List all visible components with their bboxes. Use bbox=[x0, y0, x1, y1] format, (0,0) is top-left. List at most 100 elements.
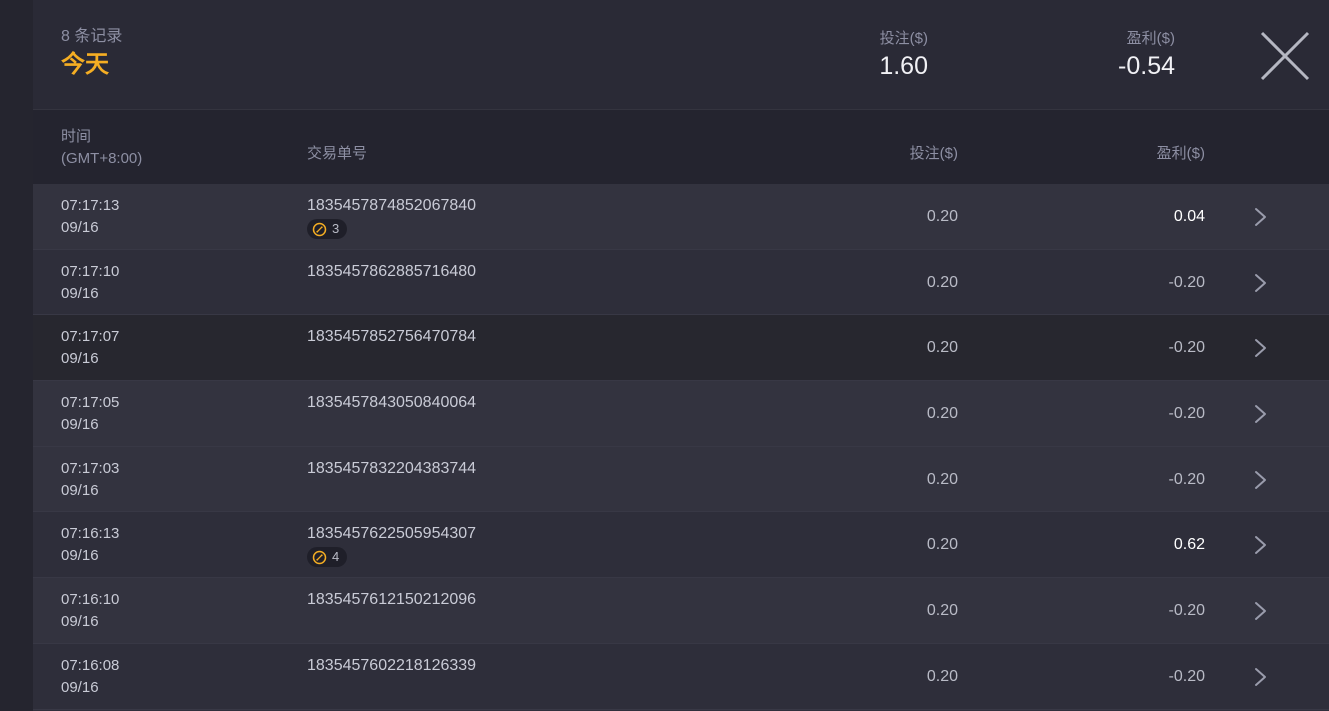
column-header-stake: 投注($) bbox=[909, 145, 958, 162]
summary-left-block: 8 条记录 今天 bbox=[61, 26, 122, 80]
cell-profit: -0.20 bbox=[1168, 602, 1205, 620]
cell-order-id: 1835457852756470784 bbox=[307, 328, 477, 346]
cell-order-id: 1835457622505954307 bbox=[307, 525, 477, 543]
cell-date-value: 09/16 bbox=[61, 547, 99, 565]
combo-badge: 4 bbox=[307, 547, 348, 568]
cell-time: 07:17:03 09/16 bbox=[61, 458, 119, 502]
cell-time: 07:17:10 09/16 bbox=[61, 261, 119, 305]
column-header-time: 时间 (GMT+8:00) bbox=[61, 126, 142, 170]
cell-time: 07:16:13 09/16 bbox=[61, 523, 119, 567]
column-header-row: 时间 (GMT+8:00) 交易单号 投注($) 盈利($) bbox=[33, 110, 1329, 184]
cell-time: 07:16:08 09/16 bbox=[61, 655, 119, 699]
bet-history-list: 07:17:13 09/16 1835457874852067840 3 0.20 0.0… bbox=[33, 184, 1329, 710]
cell-order-id: 1835457843050840064 bbox=[307, 394, 477, 412]
panel-body: 8 条记录 今天 投注($) 1.60 盈利($) -0.54 时间 bbox=[33, 0, 1329, 711]
cell-profit: 0.62 bbox=[1173, 536, 1205, 554]
table-row[interactable]: 07:17:05 09/16 1835457843050840064 0.20 -0.2… bbox=[33, 381, 1329, 447]
cell-time-value: 07:17:07 bbox=[61, 328, 120, 346]
cell-time: 07:17:13 09/16 bbox=[61, 195, 119, 239]
cell-stake: 0.20 bbox=[926, 339, 958, 357]
cell-date-value: 09/16 bbox=[61, 284, 99, 302]
chevron-right-icon[interactable] bbox=[1247, 401, 1273, 427]
cell-order: 1835457602218126339 bbox=[307, 655, 476, 677]
cell-time-value: 07:17:10 bbox=[61, 262, 120, 280]
table-row[interactable]: 07:17:03 09/16 1835457832204383744 0.20 -0.2… bbox=[33, 446, 1329, 513]
summary-profit-label: 盈利($) bbox=[1126, 30, 1175, 47]
cell-order-id: 1835457832204383744 bbox=[307, 459, 477, 477]
chevron-right-icon[interactable] bbox=[1247, 204, 1273, 230]
cell-order-id: 1835457862885716480 bbox=[307, 262, 477, 280]
cell-time-value: 07:16:10 bbox=[61, 591, 120, 609]
close-icon[interactable] bbox=[1257, 28, 1313, 84]
cell-profit: -0.20 bbox=[1168, 339, 1205, 357]
chevron-right-icon[interactable] bbox=[1247, 335, 1273, 361]
combo-coin-icon bbox=[312, 550, 327, 565]
combo-count-label: 3 bbox=[332, 221, 340, 236]
column-header-time-label: 时间 bbox=[61, 128, 92, 145]
table-row[interactable]: 07:16:13 09/16 1835457622505954307 4 0.20 0.6… bbox=[33, 512, 1329, 579]
cell-stake: 0.20 bbox=[926, 405, 958, 423]
combo-count-label: 4 bbox=[332, 549, 340, 565]
summary-profit: 盈利($) -0.54 bbox=[1118, 28, 1175, 82]
cell-profit: -0.20 bbox=[1168, 405, 1205, 423]
cell-order: 1835457612150212096 bbox=[307, 589, 476, 611]
cell-time: 07:16:10 09/16 bbox=[61, 589, 119, 633]
cell-stake: 0.20 bbox=[926, 470, 958, 488]
table-row[interactable]: 07:17:07 09/16 1835457852756470784 0.20 -0.2… bbox=[33, 315, 1329, 382]
record-count-label: 8 条记录 bbox=[61, 28, 123, 45]
cell-date-value: 09/16 bbox=[61, 481, 99, 499]
cell-stake: 0.20 bbox=[926, 273, 958, 291]
cell-order: 1835457874852067840 3 bbox=[307, 195, 476, 244]
cell-time: 07:17:05 09/16 bbox=[61, 392, 119, 436]
cell-order-id: 1835457874852067840 bbox=[307, 197, 477, 214]
summary-header: 8 条记录 今天 投注($) 1.60 盈利($) -0.54 bbox=[33, 0, 1329, 110]
cell-time: 07:17:07 09/16 bbox=[61, 326, 119, 370]
cell-order: 1835457832204383744 bbox=[307, 458, 476, 480]
period-label[interactable]: 今天 bbox=[61, 51, 109, 78]
combo-coin-icon bbox=[312, 222, 327, 237]
cell-profit: 0.04 bbox=[1173, 208, 1205, 225]
summary-stake-label: 投注($) bbox=[879, 30, 928, 47]
cell-stake: 0.20 bbox=[926, 208, 958, 225]
cell-stake: 0.20 bbox=[926, 536, 958, 554]
cell-order: 1835457852756470784 bbox=[307, 326, 476, 348]
chevron-right-icon[interactable] bbox=[1247, 598, 1273, 624]
cell-order: 1835457843050840064 bbox=[307, 392, 476, 414]
chevron-right-icon[interactable] bbox=[1247, 270, 1273, 296]
cell-stake: 0.20 bbox=[926, 602, 958, 620]
cell-profit: -0.20 bbox=[1168, 273, 1205, 291]
cell-date-value: 09/16 bbox=[61, 219, 99, 236]
table-row[interactable]: 07:17:13 09/16 1835457874852067840 3 0.20 0.0… bbox=[33, 184, 1329, 250]
cell-date-value: 09/16 bbox=[61, 350, 99, 368]
chevron-right-icon[interactable] bbox=[1247, 664, 1273, 690]
column-header-order: 交易单号 bbox=[307, 145, 368, 162]
cell-profit: -0.20 bbox=[1168, 667, 1205, 685]
cell-order-id: 1835457612150212096 bbox=[307, 591, 477, 609]
cell-time-value: 07:17:05 bbox=[61, 394, 120, 412]
cell-time-value: 07:17:13 bbox=[61, 197, 120, 214]
summary-profit-value: -0.54 bbox=[1118, 52, 1175, 80]
cell-date-value: 09/16 bbox=[61, 678, 99, 696]
cell-time-value: 07:17:03 bbox=[61, 459, 120, 477]
chevron-right-icon[interactable] bbox=[1247, 532, 1273, 558]
summary-stake-value: 1.60 bbox=[879, 52, 928, 80]
table-row[interactable]: 07:16:10 09/16 1835457612150212096 0.20 -0.2… bbox=[33, 578, 1329, 644]
cell-profit: -0.20 bbox=[1168, 470, 1205, 488]
cell-order: 1835457862885716480 bbox=[307, 261, 476, 283]
cell-time-value: 07:16:08 bbox=[61, 656, 120, 674]
table-row[interactable]: 07:17:10 09/16 1835457862885716480 0.20 -0.2… bbox=[33, 249, 1329, 316]
combo-badge: 3 bbox=[307, 219, 348, 239]
column-header-profit: 盈利($) bbox=[1156, 145, 1205, 162]
left-gutter bbox=[0, 0, 33, 711]
summary-stake: 投注($) 1.60 bbox=[879, 28, 928, 82]
cell-stake: 0.20 bbox=[926, 667, 958, 685]
chevron-right-icon[interactable] bbox=[1247, 467, 1273, 493]
cell-time-value: 07:16:13 bbox=[61, 525, 120, 543]
column-header-timezone-label: (GMT+8:00) bbox=[61, 150, 143, 167]
cell-date-value: 09/16 bbox=[61, 416, 99, 434]
cell-date-value: 09/16 bbox=[61, 613, 99, 631]
cell-order: 1835457622505954307 4 bbox=[307, 523, 476, 572]
cell-order-id: 1835457602218126339 bbox=[307, 656, 477, 674]
table-row[interactable]: 07:16:08 09/16 1835457602218126339 0.20 -0.2… bbox=[33, 643, 1329, 710]
